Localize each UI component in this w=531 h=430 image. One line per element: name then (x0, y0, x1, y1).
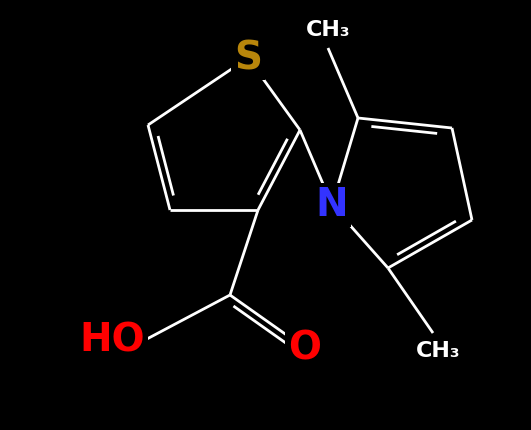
Text: N: N (316, 186, 348, 224)
Text: HO: HO (79, 321, 145, 359)
Text: CH₃: CH₃ (306, 20, 350, 40)
Text: O: O (288, 329, 321, 367)
Text: CH₃: CH₃ (416, 341, 460, 361)
Text: S: S (234, 39, 262, 77)
